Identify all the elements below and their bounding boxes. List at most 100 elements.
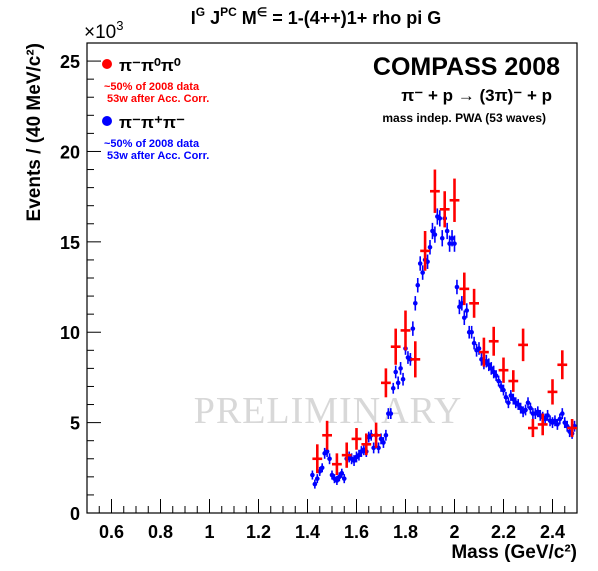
data-point-neutral xyxy=(341,442,352,468)
y-tick-label: 20 xyxy=(60,142,80,162)
data-point-neutral xyxy=(322,420,332,450)
data-point-neutral xyxy=(312,444,323,474)
axes: 0.6 0.8 1 1.2 1.4 1.6 1.8 2 2.2 2.4 0 5 10 15 20 25 xyxy=(60,42,578,542)
x-tick-label: 2.2 xyxy=(491,522,516,542)
legend: π⁻π⁰π⁰ ~50% of 2008 data 53w after Acc. … xyxy=(102,56,209,162)
data-point-neutral xyxy=(400,310,411,351)
x-tick-label: 1.4 xyxy=(295,522,320,542)
data-point-neutral xyxy=(459,272,470,306)
data-point-charged xyxy=(437,210,443,227)
data-point-neutral xyxy=(537,413,548,436)
y-tick-label: 10 xyxy=(60,323,80,343)
data-point-charged xyxy=(381,437,386,448)
data-point-neutral xyxy=(567,419,577,438)
data-point-charged xyxy=(496,375,501,387)
x-tick-label: 1 xyxy=(204,522,214,542)
data-point-charged xyxy=(432,226,438,243)
data-point-charged xyxy=(515,399,521,410)
y-tick-label: 5 xyxy=(70,414,80,434)
legend-marker-neutral xyxy=(102,59,112,69)
data-point-charged xyxy=(469,325,474,339)
data-point-charged xyxy=(319,463,325,473)
title-g: G xyxy=(196,5,205,19)
data-point-charged xyxy=(562,417,568,429)
data-point-charged xyxy=(555,419,560,430)
data-point-charged xyxy=(545,409,550,421)
data-point-charged xyxy=(327,453,332,465)
data-point-neutral xyxy=(351,428,362,450)
x-tick-label: 0.8 xyxy=(148,522,173,542)
data-point-charged xyxy=(439,230,445,247)
data-point-neutral xyxy=(410,341,421,378)
data-point-charged xyxy=(390,382,396,394)
data-point-charged xyxy=(454,279,460,295)
data-point-charged xyxy=(398,362,403,375)
data-point-neutral xyxy=(381,368,391,398)
data-point-neutral xyxy=(371,422,381,448)
chart-title: IG JPC M∈ = 1-(4++)1+ rho pi G xyxy=(191,5,442,28)
title-eps: ∈ xyxy=(257,5,267,19)
legend-marker-charged xyxy=(102,116,112,126)
x-axis-title: Mass (GeV/c²) xyxy=(451,542,577,563)
data-layer xyxy=(310,169,577,489)
y-axis-title: Events / (40 MeV/c²) xyxy=(24,43,45,221)
data-point-charged xyxy=(447,235,452,252)
x-tick-label: 1.8 xyxy=(393,522,418,542)
data-point-charged xyxy=(337,472,342,482)
data-point-charged xyxy=(560,408,565,419)
data-point-neutral xyxy=(488,326,499,356)
data-point-charged xyxy=(400,372,406,386)
data-point-neutral xyxy=(430,169,440,213)
data-point-charged xyxy=(464,303,470,318)
data-point-neutral xyxy=(390,328,401,365)
data-point-charged xyxy=(341,474,347,484)
data-point-charged xyxy=(388,408,394,419)
data-point-neutral xyxy=(528,419,538,438)
x-tick-label: 1.2 xyxy=(246,522,271,542)
data-point-charged xyxy=(334,475,340,485)
data-point-charged xyxy=(523,404,528,416)
data-point-charged xyxy=(525,397,531,409)
x-tick-label: 2 xyxy=(449,522,459,542)
data-point-charged xyxy=(430,222,435,240)
reaction-label: π⁻ + p → (3π)⁻ + p xyxy=(401,86,552,105)
data-point-charged xyxy=(511,393,516,405)
data-point-charged xyxy=(488,362,494,375)
data-point-neutral xyxy=(547,379,558,405)
data-point-charged xyxy=(518,402,523,414)
data-point-neutral xyxy=(557,350,568,380)
legend-note1-charged: ~50% of 2008 data xyxy=(104,138,200,150)
data-point-neutral xyxy=(420,231,430,271)
title-rest: = 1-(4++)1+ rho pi G xyxy=(267,8,441,28)
title-pc: PC xyxy=(220,5,237,19)
y-tick-label: 15 xyxy=(60,233,80,253)
data-point-charged xyxy=(356,449,362,461)
data-point-neutral xyxy=(361,433,372,456)
data-point-neutral xyxy=(469,288,479,318)
legend-note2-charged: 53w after Acc. Corr. xyxy=(107,150,209,162)
data-point-charged xyxy=(462,310,467,325)
x-tick-label: 2.4 xyxy=(540,522,565,542)
legend-label-charged: π⁻π⁺π⁻ xyxy=(119,113,185,132)
title-j: J xyxy=(205,8,220,28)
data-point-charged xyxy=(427,240,433,255)
data-point-charged xyxy=(503,391,509,403)
data-point-charged xyxy=(420,265,425,280)
data-point-charged xyxy=(312,479,318,489)
y-tick-label: 25 xyxy=(60,52,80,72)
y-exponent-label: ×103 xyxy=(84,18,123,43)
x-tick-label: 0.6 xyxy=(99,522,124,542)
y-tick-label: 0 xyxy=(70,504,80,524)
data-point-neutral xyxy=(498,357,509,383)
data-point-charged xyxy=(310,470,315,480)
data-point-charged xyxy=(315,474,320,484)
data-point-charged xyxy=(383,429,389,441)
legend-label-neutral: π⁻π⁰π⁰ xyxy=(119,56,181,75)
data-point-charged xyxy=(506,397,511,409)
data-point-charged xyxy=(498,381,504,392)
experiment-label: COMPASS 2008 xyxy=(373,53,560,81)
data-point-charged xyxy=(471,336,477,350)
data-point-neutral xyxy=(439,191,450,228)
data-point-charged xyxy=(452,235,457,252)
